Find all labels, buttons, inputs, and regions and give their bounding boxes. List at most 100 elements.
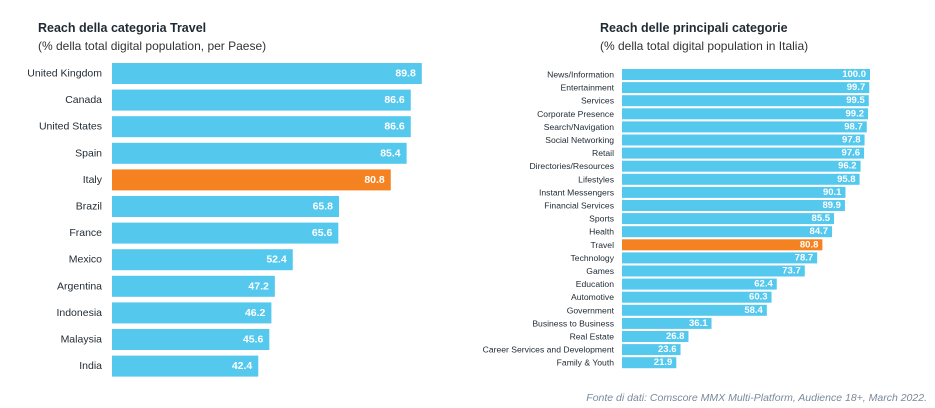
value-label: 21.9 — [654, 357, 673, 368]
chart-subtitle: (% della total digital population in Ita… — [600, 39, 809, 53]
bar-travel — [622, 239, 823, 251]
bar-real-estate — [622, 331, 689, 342]
category-label: Education — [576, 279, 614, 289]
category-label: Corporate Presence — [537, 109, 614, 119]
country-bar-chart: United Kingdom 89.8 Canada 86.6 United State… — [27, 63, 422, 377]
value-label: 89.9 — [822, 200, 841, 211]
bar-corporate-presence — [622, 108, 869, 120]
bar-malaysia — [112, 329, 270, 350]
category-label: Automotive — [571, 292, 614, 302]
category-label: Games — [586, 266, 614, 276]
source-note: Fonte di dati: Comscore MMX Multi-Platfo… — [586, 392, 927, 404]
bar-united-states — [112, 116, 411, 138]
category-reach-chart: Reach delle principali categorie (% dell… — [470, 0, 935, 408]
category-bar-chart: News/Information 100.0 Entertainment 99.7 Se… — [483, 69, 870, 369]
category-label: Technology — [571, 253, 615, 263]
chart-title: Reach della categoria Travel — [38, 21, 207, 35]
value-label: 90.1 — [823, 187, 842, 198]
category-label: India — [79, 360, 102, 372]
bar-united-kingdom — [112, 63, 422, 84]
value-label: 85.5 — [812, 213, 831, 224]
value-label: 78.7 — [795, 252, 814, 263]
bar-lifestyles — [622, 173, 860, 185]
category-label: Spain — [75, 147, 102, 159]
bar-health — [622, 226, 833, 238]
bar-social-networking — [622, 134, 865, 146]
value-label: 45.6 — [243, 334, 264, 346]
value-label: 89.8 — [395, 68, 416, 80]
category-label: Social Networking — [545, 135, 614, 145]
category-label: Travel — [590, 240, 614, 250]
category-label: Career Services and Development — [483, 345, 615, 355]
bar-automotive — [622, 291, 772, 303]
value-label: 86.6 — [384, 121, 405, 133]
value-label: 58.4 — [744, 305, 763, 316]
value-label: 98.7 — [844, 121, 863, 132]
category-label: United States — [39, 121, 102, 133]
bar-retail — [622, 147, 865, 159]
category-label: Sports — [589, 214, 614, 224]
value-label: 85.4 — [380, 147, 401, 159]
value-label: 36.1 — [689, 318, 708, 329]
category-label: United Kingdom — [27, 68, 102, 80]
bar-france — [112, 222, 339, 244]
bar-italy — [112, 169, 391, 191]
value-label: 96.2 — [838, 161, 857, 172]
bar-indonesia — [112, 302, 272, 324]
category-label: Health — [589, 227, 614, 237]
country-reach-chart: Reach della categoria Travel (% della to… — [0, 0, 460, 408]
value-label: 47.2 — [248, 280, 269, 292]
value-label: 97.6 — [842, 148, 861, 159]
bar-india — [112, 355, 259, 377]
category-label: Instant Messengers — [539, 187, 614, 197]
value-label: 100.0 — [842, 69, 866, 80]
category-label: France — [69, 227, 102, 239]
chart-subtitle: (% della total digital population, per P… — [38, 39, 267, 53]
value-label: 60.3 — [749, 292, 768, 303]
bar-canada — [112, 89, 411, 111]
category-label: Real Estate — [570, 332, 615, 342]
category-label: Mexico — [69, 254, 102, 266]
value-label: 26.8 — [666, 331, 685, 342]
bar-search-navigation — [622, 121, 867, 133]
value-label: 73.7 — [782, 266, 801, 277]
category-label: Entertainment — [560, 83, 614, 93]
bar-government — [622, 304, 767, 316]
value-label: 23.6 — [658, 344, 677, 355]
value-label: 80.8 — [800, 239, 819, 250]
category-label: Brazil — [76, 201, 102, 213]
value-label: 95.8 — [837, 174, 856, 185]
category-label: Services — [581, 96, 614, 106]
value-label: 86.6 — [384, 94, 405, 106]
bar-spain — [112, 142, 407, 164]
bar-instant-messengers — [622, 186, 846, 198]
value-label: 62.4 — [754, 279, 773, 290]
category-label: Canada — [65, 94, 102, 106]
value-label: 65.6 — [312, 227, 333, 239]
bar-sports — [622, 213, 835, 225]
bar-technology — [622, 252, 818, 264]
value-label: 65.8 — [313, 201, 334, 213]
category-label: Lifestyles — [578, 174, 614, 184]
category-label: Italy — [83, 174, 103, 186]
category-label: Malaysia — [61, 334, 103, 346]
category-label: Financial Services — [544, 201, 614, 211]
value-label: 46.2 — [245, 307, 266, 319]
value-label: 99.5 — [846, 95, 865, 106]
chart-title: Reach delle principali categorie — [600, 21, 788, 35]
value-label: 99.7 — [847, 82, 866, 93]
category-label: Business to Business — [532, 318, 614, 328]
category-label: News/Information — [547, 70, 614, 80]
bar-news-information — [622, 69, 870, 80]
category-label: Retail — [592, 148, 614, 158]
bar-entertainment — [622, 82, 870, 94]
bar-mexico — [112, 249, 293, 271]
value-label: 97.8 — [842, 135, 861, 146]
category-label: Directories/Resources — [529, 161, 614, 171]
bar-services — [622, 95, 869, 107]
bar-education — [622, 278, 777, 290]
value-label: 99.2 — [846, 108, 865, 119]
bar-games — [622, 265, 805, 277]
category-label: Family & Youth — [557, 358, 615, 368]
category-label: Argentina — [57, 280, 102, 292]
